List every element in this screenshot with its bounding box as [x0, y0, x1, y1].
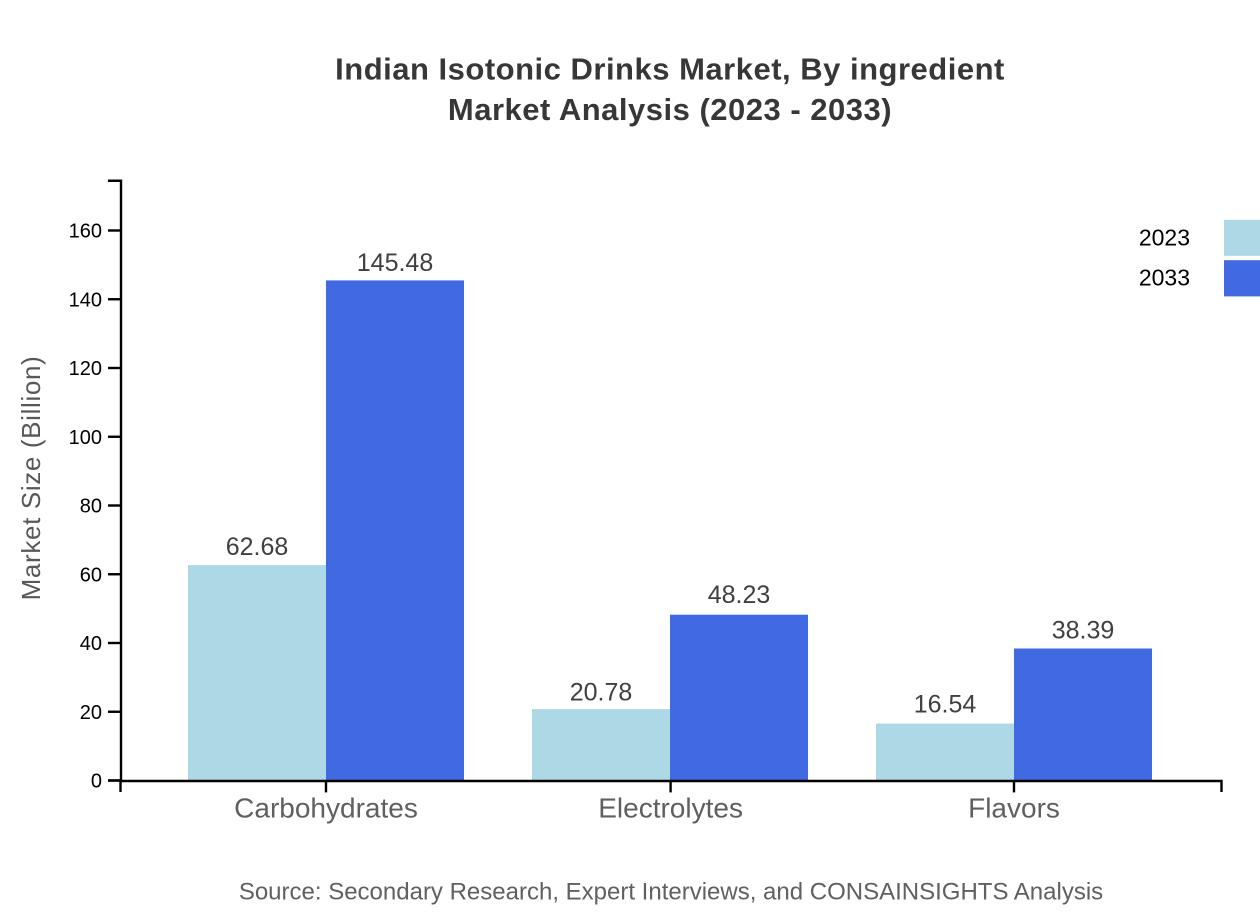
svg-text:62.68: 62.68 [226, 533, 289, 561]
svg-text:80: 80 [80, 496, 102, 518]
svg-text:145.48: 145.48 [357, 249, 433, 277]
svg-text:Source: Secondary Research, Ex: Source: Secondary Research, Expert Inter… [239, 878, 1103, 905]
svg-text:2033: 2033 [1139, 265, 1190, 291]
svg-text:120: 120 [69, 358, 102, 380]
svg-text:Electrolytes: Electrolytes [598, 793, 743, 824]
svg-text:0: 0 [91, 771, 102, 793]
svg-text:16.54: 16.54 [914, 691, 977, 719]
svg-text:Indian Isotonic Drinks Market,: Indian Isotonic Drinks Market, By ingred… [335, 52, 1005, 87]
svg-text:20.78: 20.78 [570, 679, 633, 707]
svg-text:Market Analysis (2023 - 2033): Market Analysis (2023 - 2033) [448, 92, 892, 127]
svg-text:48.23: 48.23 [708, 581, 771, 609]
svg-text:160: 160 [69, 221, 102, 243]
svg-text:20: 20 [80, 702, 102, 724]
svg-text:2023: 2023 [1139, 225, 1190, 251]
svg-text:Market Size (Billion): Market Size (Billion) [16, 356, 46, 601]
svg-text:Flavors: Flavors [968, 793, 1060, 824]
svg-text:100: 100 [69, 427, 102, 449]
svg-text:60: 60 [80, 564, 102, 586]
svg-text:140: 140 [69, 289, 102, 311]
svg-text:38.39: 38.39 [1052, 617, 1115, 645]
svg-text:Carbohydrates: Carbohydrates [234, 793, 418, 824]
svg-text:40: 40 [80, 633, 102, 655]
